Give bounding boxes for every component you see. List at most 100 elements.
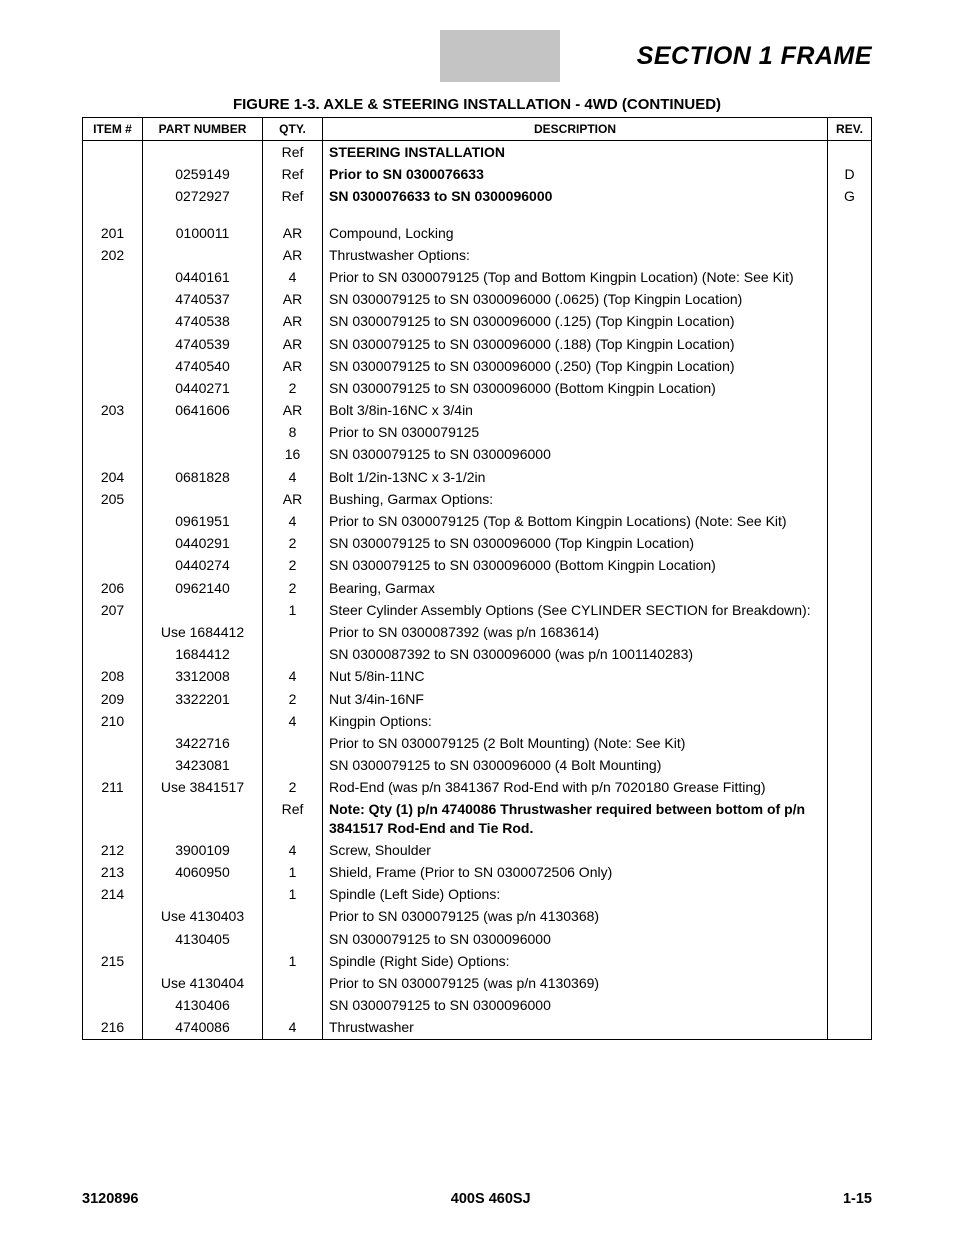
table-row: 1684412SN 0300087392 to SN 0300096000 (w… — [83, 643, 872, 665]
cell-rev — [828, 798, 872, 838]
table-row: 3423081SN 0300079125 to SN 0300096000 (4… — [83, 754, 872, 776]
cell-item — [83, 163, 143, 185]
cell-part: Use 4130404 — [143, 972, 263, 994]
table-row: 4740540ARSN 0300079125 to SN 0300096000 … — [83, 355, 872, 377]
cell-qty — [263, 972, 323, 994]
cell-part: 3312008 — [143, 665, 263, 687]
table-row: 21340609501Shield, Frame (Prior to SN 03… — [83, 861, 872, 883]
cell-item: 214 — [83, 883, 143, 905]
footer-right: 1-15 — [843, 1191, 872, 1207]
section-title: SECTION 1 FRAME — [637, 42, 872, 71]
cell-part: 0440161 — [143, 266, 263, 288]
cell-item — [83, 905, 143, 927]
table-row: 04402912SN 0300079125 to SN 0300096000 (… — [83, 532, 872, 554]
table-row: 4740537ARSN 0300079125 to SN 0300096000 … — [83, 288, 872, 310]
cell-part: 4060950 — [143, 861, 263, 883]
cell-part: 0440271 — [143, 377, 263, 399]
cell-item — [83, 377, 143, 399]
header-band: SECTION 1 FRAME — [82, 30, 872, 82]
cell-qty: AR — [263, 488, 323, 510]
cell-part — [143, 883, 263, 905]
cell-item: 216 — [83, 1016, 143, 1039]
cell-desc: Note: Qty (1) p/n 4740086 Thrustwasher r… — [323, 798, 828, 838]
cell-rev — [828, 839, 872, 861]
cell-rev — [828, 710, 872, 732]
cell-rev — [828, 577, 872, 599]
cell-desc: Bolt 3/8in-16NC x 3/4in — [323, 399, 828, 421]
table-row: 20833120084Nut 5/8in-11NC — [83, 665, 872, 687]
cell-item: 201 — [83, 222, 143, 244]
table-row: 202ARThrustwasher Options: — [83, 244, 872, 266]
col-header-desc: DESCRIPTION — [323, 118, 828, 141]
cell-rev — [828, 950, 872, 972]
cell-part — [143, 141, 263, 164]
cell-item — [83, 310, 143, 332]
cell-desc: SN 0300079125 to SN 0300096000 (Bottom K… — [323, 377, 828, 399]
cell-qty: 4 — [263, 839, 323, 861]
cell-item — [83, 266, 143, 288]
page: SECTION 1 FRAME FIGURE 1-3. AXLE & STEER… — [0, 0, 954, 1235]
cell-qty: 1 — [263, 599, 323, 621]
table-row: 04402712SN 0300079125 to SN 0300096000 (… — [83, 377, 872, 399]
cell-rev — [828, 466, 872, 488]
table-row: 20933222012Nut 3/4in-16NF — [83, 688, 872, 710]
cell-qty — [263, 928, 323, 950]
header-gray-block — [440, 30, 560, 82]
cell-desc: Prior to SN 0300079125 (was p/n 4130368) — [323, 905, 828, 927]
cell-rev — [828, 754, 872, 776]
cell-item: 211 — [83, 776, 143, 798]
cell-part: 0961951 — [143, 510, 263, 532]
cell-qty: 8 — [263, 421, 323, 443]
cell-part: 3422716 — [143, 732, 263, 754]
cell-part: 0259149 — [143, 163, 263, 185]
cell-item — [83, 732, 143, 754]
cell-rev — [828, 266, 872, 288]
cell-item: 206 — [83, 577, 143, 599]
cell-desc: SN 0300079125 to SN 0300096000 (Top King… — [323, 532, 828, 554]
cell-part: 4740537 — [143, 288, 263, 310]
cell-desc: Rod-End (was p/n 3841367 Rod-End with p/… — [323, 776, 828, 798]
cell-desc: Thrustwasher Options: — [323, 244, 828, 266]
table-row: 20406818284Bolt 1/2in-13NC x 3-1/2in — [83, 466, 872, 488]
cell-part: 0272927 — [143, 185, 263, 207]
cell-part: Use 4130403 — [143, 905, 263, 927]
table-row: 21647400864Thrustwasher — [83, 1016, 872, 1039]
cell-rev: D — [828, 163, 872, 185]
cell-rev — [828, 732, 872, 754]
table-row: 4740538ARSN 0300079125 to SN 0300096000 … — [83, 310, 872, 332]
cell-desc: Kingpin Options: — [323, 710, 828, 732]
cell-item: 204 — [83, 466, 143, 488]
table-row: 8Prior to SN 0300079125 — [83, 421, 872, 443]
cell-qty: AR — [263, 244, 323, 266]
cell-qty: 2 — [263, 577, 323, 599]
cell-qty: 4 — [263, 266, 323, 288]
cell-qty: AR — [263, 310, 323, 332]
cell-part: 0681828 — [143, 466, 263, 488]
cell-rev — [828, 222, 872, 244]
cell-item — [83, 510, 143, 532]
cell-item: 212 — [83, 839, 143, 861]
footer: 3120896 400S 460SJ 1-15 — [82, 1191, 872, 1207]
cell-qty — [263, 621, 323, 643]
footer-center: 400S 460SJ — [451, 1191, 531, 1207]
cell-rev — [828, 665, 872, 687]
cell-part — [143, 710, 263, 732]
table-row: 04401614Prior to SN 0300079125 (Top and … — [83, 266, 872, 288]
cell-desc: Nut 3/4in-16NF — [323, 688, 828, 710]
cell-desc: Prior to SN 0300079125 (Top and Bottom K… — [323, 266, 828, 288]
cell-qty: 2 — [263, 532, 323, 554]
cell-rev — [828, 377, 872, 399]
cell-item: 203 — [83, 399, 143, 421]
cell-rev — [828, 905, 872, 927]
cell-part: 4130406 — [143, 994, 263, 1016]
cell-rev — [828, 599, 872, 621]
cell-item: 213 — [83, 861, 143, 883]
cell-qty: Ref — [263, 798, 323, 838]
table-row: 2141Spindle (Left Side) Options: — [83, 883, 872, 905]
cell-qty: Ref — [263, 163, 323, 185]
cell-qty: 4 — [263, 466, 323, 488]
cell-part: Use 3841517 — [143, 776, 263, 798]
cell-item — [83, 621, 143, 643]
cell-item — [83, 928, 143, 950]
cell-desc: Compound, Locking — [323, 222, 828, 244]
